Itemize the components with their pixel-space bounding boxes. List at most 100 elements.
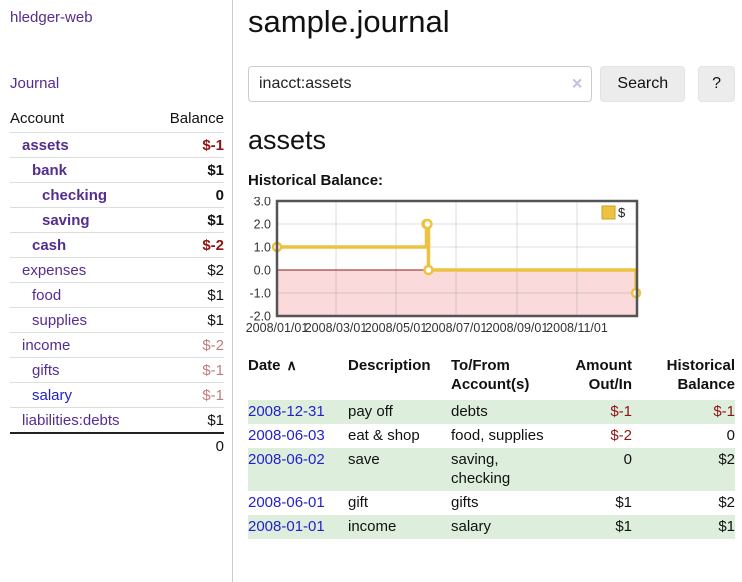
account-row: gifts $-1 xyxy=(10,357,224,383)
account-balance: 0 xyxy=(153,182,224,208)
account-row: bank $1 xyxy=(10,157,224,183)
transaction-balance: 0 xyxy=(726,427,735,445)
y-axis-tick: -1.0 xyxy=(249,286,271,300)
transaction-date-link[interactable]: 2008-06-03 xyxy=(248,427,325,445)
account-balance: $1 xyxy=(153,307,224,333)
search-input[interactable] xyxy=(248,66,593,103)
transaction-balance: $1 xyxy=(718,518,735,536)
sidebar-account-gifts[interactable]: gifts xyxy=(32,361,60,379)
plot-border xyxy=(275,199,639,317)
data-point-marker xyxy=(423,264,434,275)
accounts-table-header: Account Balance xyxy=(10,107,224,133)
transaction-accounts: salary xyxy=(451,518,492,536)
clear-search-icon[interactable]: × xyxy=(571,73,583,94)
register-table: Date ∧ Description To/From Account(s) Amo… xyxy=(248,354,735,539)
account-row: saving $1 xyxy=(10,207,224,233)
sidebar-account-assets[interactable]: assets xyxy=(22,136,69,154)
x-axis-tick: 2008/05/01 xyxy=(365,321,428,335)
x-axis-tick: 2008/09/01 xyxy=(486,321,549,335)
legend-label: $ xyxy=(618,205,626,220)
transaction-row: 2008-06-03 eat & shop food, supplies $-2 0 xyxy=(248,424,735,448)
account-balance: $-2 xyxy=(153,332,224,358)
col-header-accounts: To/From Account(s) xyxy=(451,356,530,393)
historical-balance-chart: 3.0 2.0 1.0 0.0 -1.0 -2.02008/01/012008/03/01… xyxy=(246,197,642,335)
account-heading: assets xyxy=(248,125,327,156)
sidebar-account-saving[interactable]: saving xyxy=(42,211,90,229)
transaction-accounts: gifts xyxy=(451,494,479,512)
accounts-table: Account Balance assets $-1 bank $1 checking 0… xyxy=(10,107,224,458)
data-point-marker xyxy=(422,218,433,229)
transaction-amount: $1 xyxy=(615,518,632,536)
account-row: liabilities:debts $1 xyxy=(10,407,224,433)
x-axis-tick: 2008/01/01 xyxy=(246,321,309,335)
account-balance: $1 xyxy=(153,407,224,433)
x-axis-tick: 2008/03/01 xyxy=(305,321,368,335)
y-axis-tick: -2.0 xyxy=(249,309,271,323)
sidebar-account-supplies[interactable]: supplies xyxy=(32,311,88,329)
transaction-amount: $-2 xyxy=(610,427,632,445)
sort-asc-icon: ∧ xyxy=(286,356,297,373)
account-row: food $1 xyxy=(10,282,224,308)
account-row: cash $-2 xyxy=(10,232,224,258)
search-button[interactable]: Search xyxy=(600,66,686,103)
page-title: sample.journal xyxy=(248,4,450,39)
main-content: sample.journal × Search ? assets Histori… xyxy=(233,0,742,539)
account-row: assets $-1 xyxy=(10,133,224,158)
account-balance: $1 xyxy=(153,282,224,308)
transaction-row: 2008-06-02 save saving, checking 0 $2 xyxy=(248,447,735,491)
sidebar-account-food[interactable]: food xyxy=(32,286,62,304)
col-header-description: Description xyxy=(348,356,431,374)
transaction-date-link[interactable]: 2008-12-31 xyxy=(248,403,325,421)
sidebar-account-income[interactable]: income xyxy=(22,336,71,354)
transaction-date-link[interactable]: 2008-01-01 xyxy=(248,518,325,536)
account-row: expenses $2 xyxy=(10,257,224,283)
transaction-amount: $1 xyxy=(615,494,632,512)
transaction-accounts: debts xyxy=(451,403,488,421)
transaction-accounts: food, supplies xyxy=(451,427,544,445)
sidebar-account-expenses[interactable]: expenses xyxy=(22,261,87,279)
account-balance: $2 xyxy=(153,257,224,283)
transaction-balance: $-1 xyxy=(713,403,735,421)
app-title-link[interactable]: hledger-web xyxy=(10,9,93,26)
transaction-description: eat & shop xyxy=(348,427,420,445)
col-header-date[interactable]: Date ∧ xyxy=(248,356,297,374)
transaction-row: 2008-06-01 gift gifts $1 $2 xyxy=(248,491,735,515)
transaction-amount: $-1 xyxy=(610,403,632,421)
x-axis-tick: 2008/11/01 xyxy=(546,321,608,335)
sidebar-account-bank[interactable]: bank xyxy=(32,161,68,179)
account-row: supplies $1 xyxy=(10,307,224,333)
transaction-description: save xyxy=(348,451,380,469)
register-header-row: Date ∧ Description To/From Account(s) Amo… xyxy=(248,354,735,400)
sidebar-account-salary[interactable]: salary xyxy=(32,386,73,404)
transaction-description: gift xyxy=(348,494,369,512)
transaction-row: 2008-12-31 pay off debts $-1 $-1 xyxy=(248,399,735,424)
chart-heading: Historical Balance: xyxy=(248,171,384,189)
accounts-table-body: assets $-1 bank $1 checking 0 saving $1 cash $-2 e… xyxy=(10,133,224,433)
transaction-date-link[interactable]: 2008-06-01 xyxy=(248,494,325,512)
account-row: checking 0 xyxy=(10,182,224,208)
sidebar-item-journal[interactable]: Journal xyxy=(10,75,60,92)
transaction-balance: $2 xyxy=(718,451,735,469)
accounts-total-row: 0 xyxy=(10,432,224,458)
account-balance: $-1 xyxy=(153,382,224,408)
account-balance: $-1 xyxy=(153,357,224,383)
help-button[interactable]: ? xyxy=(698,66,735,103)
transaction-row: 2008-01-01 income salary $1 $1 xyxy=(248,514,735,539)
accounts-total-value: 0 xyxy=(10,432,224,458)
transaction-date-link[interactable]: 2008-06-02 xyxy=(248,451,325,469)
register-table-body: 2008-12-31 pay off debts $-1 $-1 2008-06-03 ea… xyxy=(248,399,735,539)
account-balance: $-2 xyxy=(153,232,224,258)
transaction-amount: 0 xyxy=(623,451,632,469)
transaction-accounts: saving, checking xyxy=(451,451,511,488)
sidebar-account-liabilities-debts[interactable]: liabilities:debts xyxy=(22,411,120,429)
y-axis-tick: 1.0 xyxy=(254,240,271,254)
account-balance: $-1 xyxy=(202,136,224,154)
transaction-description: income xyxy=(348,518,397,536)
y-axis-tick: 2.0 xyxy=(254,217,271,231)
x-axis-tick: 2008/07/01 xyxy=(425,321,488,335)
account-row: salary $-1 xyxy=(10,382,224,408)
sidebar-account-checking[interactable]: checking xyxy=(42,186,108,204)
sidebar: hledger-web Journal Account Balance asse… xyxy=(0,0,233,582)
sidebar-account-cash[interactable]: cash xyxy=(32,236,67,254)
account-balance: $1 xyxy=(153,157,224,183)
